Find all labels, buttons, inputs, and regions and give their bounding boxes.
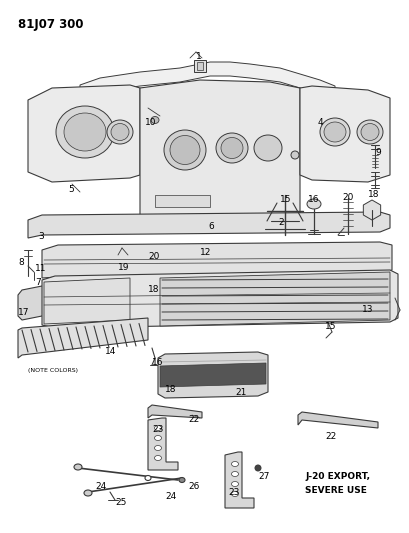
Text: 23: 23: [152, 425, 163, 434]
Text: 8: 8: [18, 258, 24, 267]
Ellipse shape: [111, 124, 129, 141]
Ellipse shape: [74, 464, 82, 470]
Ellipse shape: [216, 133, 248, 163]
Polygon shape: [140, 80, 300, 228]
Text: 27: 27: [258, 472, 270, 481]
Text: 26: 26: [188, 482, 199, 491]
Text: 18: 18: [148, 285, 160, 294]
Ellipse shape: [145, 475, 151, 481]
Text: 24: 24: [165, 492, 176, 501]
Polygon shape: [42, 242, 392, 278]
Text: 10: 10: [145, 118, 157, 127]
Text: 13: 13: [362, 305, 373, 314]
Polygon shape: [18, 286, 48, 320]
Polygon shape: [194, 60, 206, 72]
Text: 18: 18: [165, 385, 177, 394]
Text: 5: 5: [68, 185, 74, 194]
Bar: [155, 195, 210, 207]
Ellipse shape: [231, 481, 238, 487]
Text: (NOTE COLORS): (NOTE COLORS): [28, 368, 78, 373]
Ellipse shape: [231, 472, 238, 477]
Ellipse shape: [361, 124, 379, 141]
Polygon shape: [363, 200, 381, 220]
Ellipse shape: [64, 113, 106, 151]
Ellipse shape: [84, 490, 92, 496]
Text: J-20 EXPORT,: J-20 EXPORT,: [305, 472, 370, 481]
Ellipse shape: [221, 138, 243, 158]
Text: 24: 24: [95, 482, 106, 491]
Text: 16: 16: [308, 195, 319, 204]
Ellipse shape: [155, 446, 162, 450]
Polygon shape: [148, 418, 178, 470]
Ellipse shape: [155, 435, 162, 440]
Ellipse shape: [254, 135, 282, 161]
Ellipse shape: [107, 120, 133, 144]
Ellipse shape: [357, 120, 383, 144]
Polygon shape: [197, 62, 203, 70]
Polygon shape: [28, 212, 390, 238]
Polygon shape: [158, 352, 268, 398]
Text: 21: 21: [235, 388, 246, 397]
Ellipse shape: [155, 456, 162, 461]
Text: 15: 15: [280, 195, 292, 204]
Ellipse shape: [155, 425, 162, 431]
Text: 6: 6: [208, 222, 214, 231]
Ellipse shape: [179, 478, 185, 482]
Text: 2: 2: [278, 218, 283, 227]
Polygon shape: [28, 85, 140, 182]
Text: 3: 3: [38, 232, 44, 241]
Text: 4: 4: [318, 118, 324, 127]
Text: 16: 16: [152, 358, 164, 367]
Text: 23: 23: [228, 488, 239, 497]
Ellipse shape: [231, 491, 238, 497]
Polygon shape: [148, 405, 202, 418]
Text: 20: 20: [342, 193, 353, 202]
Ellipse shape: [170, 135, 200, 165]
Ellipse shape: [164, 130, 206, 170]
Text: 7: 7: [35, 278, 41, 287]
Polygon shape: [225, 452, 254, 508]
Text: 22: 22: [188, 415, 199, 424]
Ellipse shape: [291, 151, 299, 159]
Text: 11: 11: [35, 264, 47, 273]
Polygon shape: [160, 272, 390, 326]
Text: 19: 19: [118, 263, 130, 272]
Text: 20: 20: [148, 252, 160, 261]
Polygon shape: [80, 62, 335, 100]
Ellipse shape: [151, 117, 159, 124]
Ellipse shape: [255, 465, 261, 471]
Text: 22: 22: [325, 432, 336, 441]
Text: SEVERE USE: SEVERE USE: [305, 486, 367, 495]
Text: 9: 9: [375, 148, 381, 157]
Text: 17: 17: [18, 308, 29, 317]
Text: 1: 1: [196, 52, 202, 61]
Text: 12: 12: [200, 248, 211, 257]
Text: 15: 15: [325, 322, 337, 331]
Polygon shape: [298, 412, 378, 428]
Ellipse shape: [320, 118, 350, 146]
Text: 18: 18: [368, 190, 380, 199]
Text: 14: 14: [105, 347, 117, 356]
Ellipse shape: [56, 106, 114, 158]
Polygon shape: [42, 270, 398, 328]
Polygon shape: [160, 363, 266, 387]
Ellipse shape: [324, 122, 346, 142]
Ellipse shape: [231, 462, 238, 466]
Text: 25: 25: [115, 498, 126, 507]
Text: 81J07 300: 81J07 300: [18, 18, 83, 31]
Polygon shape: [18, 318, 148, 358]
Polygon shape: [44, 278, 130, 324]
Polygon shape: [300, 86, 390, 182]
Ellipse shape: [307, 199, 321, 209]
